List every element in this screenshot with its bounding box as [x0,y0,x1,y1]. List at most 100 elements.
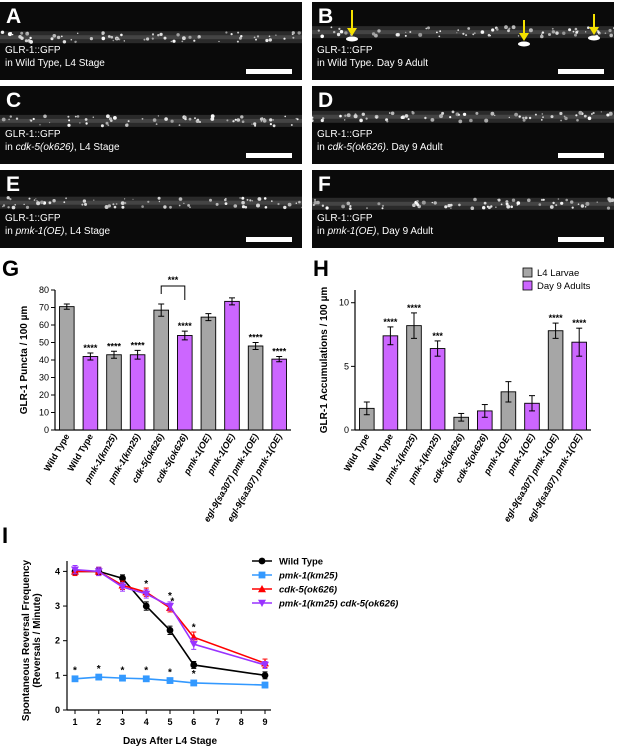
gfp-punctum [118,38,121,41]
gfp-punctum [407,118,410,121]
neurite-core [312,201,614,206]
gfp-punctum [43,114,47,119]
gfp-punctum [338,27,341,30]
gfp-punctum [284,115,287,118]
gfp-punctum [465,34,468,37]
gfp-punctum [490,111,495,116]
gfp-punctum [550,115,554,119]
scale-bar [246,153,292,158]
gfp-punctum [157,196,161,200]
gfp-punctum [110,35,114,39]
significance-label: **** [572,318,587,328]
gfp-punctum [505,200,509,204]
gfp-punctum [268,35,271,38]
gfp-punctum [105,121,109,125]
y-axis-label: GLR-1 Puncta / 100 µm [19,306,30,415]
gfp-punctum [29,40,33,44]
gfp-punctum [63,201,66,204]
bar [177,335,193,431]
gfp-punctum [120,201,125,205]
significance-label: * [73,666,77,677]
significance-label: * [170,596,174,607]
gfp-punctum [425,27,428,30]
gfp-punctum [606,113,610,117]
gfp-punctum [542,116,544,119]
gfp-punctum [433,201,437,205]
gfp-punctum [560,201,564,205]
gfp-punctum [336,32,341,37]
gfp-punctum [197,118,199,121]
significance-label: *** [432,331,443,341]
series [71,565,269,669]
gfp-punctum [527,198,531,203]
gfp-punctum [463,112,467,116]
gfp-punctum [271,200,273,202]
gfp-punctum [25,205,30,209]
gfp-punctum [52,34,57,38]
gfp-punctum [241,196,245,200]
arrow-icon [518,20,530,47]
gfp-punctum [585,31,587,33]
panel-letter: D [318,89,334,112]
gfp-punctum [121,205,125,209]
gfp-punctum [494,114,496,117]
significance-label: **** [272,347,287,357]
gfp-punctum [542,198,545,201]
gfp-punctum [587,26,590,30]
arrow-head [347,28,357,36]
series-line [75,570,266,677]
data-point [190,661,198,669]
gfp-punctum [506,204,511,209]
gfp-punctum [339,30,344,34]
gfp-punctum [2,204,6,207]
micrograph-label-line1: GLR-1::GFP [5,213,61,224]
x-tick-label: 3 [120,717,125,727]
panel-letter: B [318,5,334,28]
micrograph-c: C GLR-1::GFP in cdk-5(ok626), L4 Stage [0,86,302,164]
gfp-punctum [7,206,10,209]
gfp-punctum [189,206,191,209]
micrograph-label-part: , L4 Stage [73,142,120,153]
y-tick-label: 3 [55,601,60,611]
gfp-punctum [295,117,297,120]
gfp-punctum [183,202,185,204]
gfp-punctum [178,197,183,201]
fluorescence-image [0,114,302,128]
micrograph-label-part: in [317,226,328,237]
micrograph-label-part: in [5,226,16,237]
series [71,566,269,668]
gfp-punctum [316,200,320,205]
gfp-punctum [325,206,329,210]
gfp-punctum [32,117,35,121]
gfp-punctum [540,34,544,39]
micrograph-e: E GLR-1::GFP in pmk-1(OE), L4 Stage [0,170,302,248]
micrograph-label-part: , Day 9 Adult [376,226,434,237]
gfp-punctum [359,118,363,123]
gfp-punctum [48,201,52,205]
significance-label: **** [549,313,564,323]
bar [247,345,264,431]
gfp-punctum [181,40,184,43]
micrograph-label-part: pmk-1(OE) [327,226,377,237]
data-point [189,640,198,649]
micrograph-label-line1: GLR-1::GFP [317,45,373,56]
gfp-punctum [508,27,511,30]
y-tick-label: 60 [39,320,49,330]
gfp-punctum [65,197,67,200]
gfp-punctum [491,28,495,32]
gfp-punctum [23,203,25,205]
series [71,673,269,689]
significance-label: * [144,666,148,677]
gfp-punctum [381,207,384,210]
gfp-punctum [184,117,187,121]
gfp-punctum [218,40,220,43]
gfp-punctum [56,35,61,40]
gfp-punctum [613,27,614,30]
bar [271,358,287,431]
gfp-punctum [609,33,613,38]
gfp-punctum [262,118,267,123]
gfp-punctum [24,39,28,43]
gfp-punctum [451,110,455,114]
y-axis-label: GLR-1 Accumulations / 100 µm [319,287,330,434]
gfp-punctum [256,35,260,38]
